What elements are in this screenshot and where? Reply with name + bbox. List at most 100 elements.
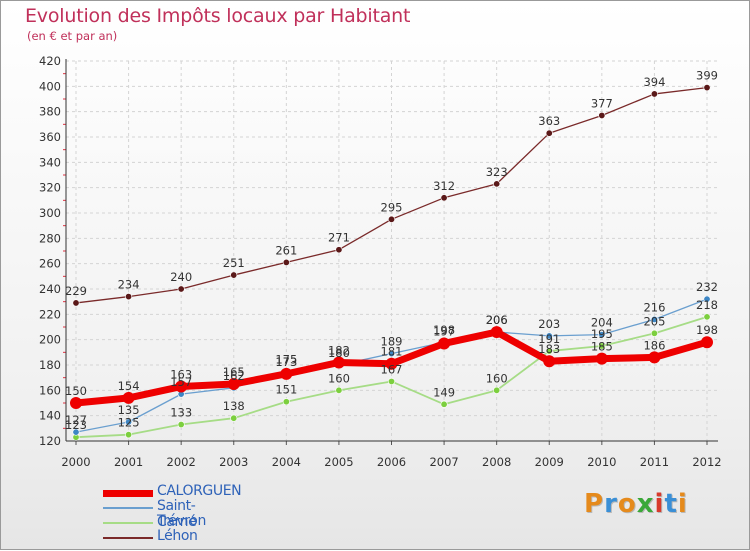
- x-tick-label: 2007: [429, 455, 458, 469]
- data-label-saint-carn-: 232: [696, 280, 718, 294]
- data-label-saint-carn-: 204: [591, 316, 613, 330]
- data-point-saint-carn-: [72, 428, 80, 436]
- data-label-calorguen: 198: [696, 323, 718, 337]
- data-point-calorguen: [70, 397, 82, 409]
- data-point-calorguen: [385, 357, 398, 370]
- data-label-calorguen: 165: [223, 365, 245, 379]
- data-label-saint-carn-: 216: [643, 300, 665, 314]
- data-label-tr-vron: 138: [223, 399, 245, 413]
- data-point-l-hon: [177, 285, 185, 293]
- data-point-calorguen: [648, 351, 661, 364]
- data-point-saint-carn-: [598, 331, 606, 339]
- y-tick-label: 420: [39, 54, 61, 68]
- axes: 120 140 160 180 200 220 240 260 280 300 320 340 360 3…: [39, 54, 722, 469]
- y-tick-label: 220: [39, 307, 61, 321]
- data-label-l-hon: 323: [486, 165, 508, 179]
- data-label-l-hon: 312: [433, 179, 455, 193]
- data-point-l-hon: [230, 271, 238, 279]
- legend-swatch: [103, 522, 153, 524]
- y-tick-label: 260: [39, 257, 61, 271]
- data-point-calorguen: [332, 356, 345, 369]
- data-point-tr-vron: [493, 386, 501, 394]
- y-tick-label: 160: [39, 383, 61, 397]
- data-point-tr-vron: [650, 329, 658, 337]
- y-tick-label: 320: [39, 181, 61, 195]
- x-tick-label: 2004: [272, 455, 301, 469]
- data-label-l-hon: 399: [696, 69, 718, 83]
- x-tick-label: 2009: [535, 455, 564, 469]
- x-tick-label: 2002: [167, 455, 196, 469]
- y-tick-label: 340: [39, 155, 61, 169]
- data-label-l-hon: 251: [223, 256, 245, 270]
- legend-swatch: [103, 489, 153, 497]
- data-label-tr-vron: 167: [381, 362, 403, 376]
- data-label-saint-carn-: 206: [486, 313, 508, 327]
- y-tick-label: 180: [39, 358, 61, 372]
- y-tick-label: 280: [39, 231, 61, 245]
- logo-letter: t: [664, 489, 678, 519]
- x-tick-label: 2003: [219, 455, 248, 469]
- data-point-calorguen: [543, 355, 556, 368]
- data-point-tr-vron: [440, 400, 448, 408]
- data-label-tr-vron: 191: [538, 332, 560, 346]
- data-point-saint-carn-: [125, 418, 133, 426]
- proxiti-logo: Proxiti: [584, 489, 688, 519]
- data-point-calorguen: [227, 378, 240, 390]
- data-point-saint-carn-: [387, 350, 395, 358]
- data-label-l-hon: 261: [275, 243, 297, 257]
- grid-lines: [66, 60, 718, 442]
- legend-swatch: [103, 537, 153, 539]
- x-tick-label: 2005: [324, 455, 353, 469]
- data-label-calorguen: 206: [486, 313, 508, 327]
- data-point-calorguen: [490, 326, 503, 339]
- data-point-l-hon: [545, 129, 553, 137]
- data-label-calorguen: 185: [591, 340, 613, 354]
- data-point-l-hon: [72, 299, 80, 307]
- data-label-calorguen: 182: [328, 343, 350, 357]
- data-point-calorguen: [701, 336, 713, 349]
- chart-title: Evolution des Impôts locaux par Habitant: [25, 5, 411, 27]
- data-label-calorguen: 163: [170, 368, 192, 382]
- y-tick-label: 120: [39, 434, 61, 448]
- data-label-saint-carn-: 175: [275, 352, 297, 366]
- data-point-l-hon: [703, 84, 711, 92]
- x-tick-label: 2008: [482, 455, 511, 469]
- data-point-l-hon: [387, 215, 395, 223]
- data-point-tr-vron: [125, 431, 133, 439]
- data-point-l-hon: [493, 180, 501, 188]
- data-point-calorguen: [595, 352, 608, 365]
- data-label-saint-carn-: 198: [433, 323, 455, 337]
- data-point-calorguen: [122, 391, 135, 404]
- data-label-calorguen: 183: [538, 342, 560, 356]
- data-label-l-hon: 240: [170, 270, 192, 284]
- data-point-l-hon: [650, 90, 658, 98]
- data-label-tr-vron: 160: [328, 371, 350, 385]
- y-tick-label: 380: [39, 105, 61, 119]
- data-label-calorguen: 173: [275, 355, 297, 369]
- data-label-saint-carn-: 162: [223, 369, 245, 383]
- data-label-calorguen: 150: [65, 384, 87, 398]
- x-tick-label: 2012: [692, 455, 721, 469]
- data-label-tr-vron: 205: [643, 314, 665, 328]
- logo-letter: i: [677, 489, 688, 519]
- data-label-l-hon: 394: [643, 75, 665, 89]
- y-tick-label: 400: [39, 79, 61, 93]
- legend-swatch: [103, 507, 153, 509]
- y-tick-label: 200: [39, 333, 61, 347]
- logo-letter: o: [617, 489, 637, 519]
- data-label-l-hon: 363: [538, 114, 560, 128]
- data-point-tr-vron: [703, 313, 711, 321]
- data-point-l-hon: [598, 111, 606, 119]
- data-point-saint-carn-: [650, 315, 658, 323]
- data-label-tr-vron: 133: [170, 406, 192, 420]
- y-tick-label: 360: [39, 130, 61, 144]
- data-label-tr-vron: 123: [65, 418, 87, 432]
- data-point-tr-vron: [335, 386, 343, 394]
- data-point-tr-vron: [282, 398, 290, 406]
- data-label-saint-carn-: 180: [328, 346, 350, 360]
- logo-letter: x: [636, 489, 655, 519]
- data-label-saint-carn-: 157: [170, 375, 192, 389]
- data-label-tr-vron: 195: [591, 327, 613, 341]
- data-point-tr-vron: [598, 342, 606, 350]
